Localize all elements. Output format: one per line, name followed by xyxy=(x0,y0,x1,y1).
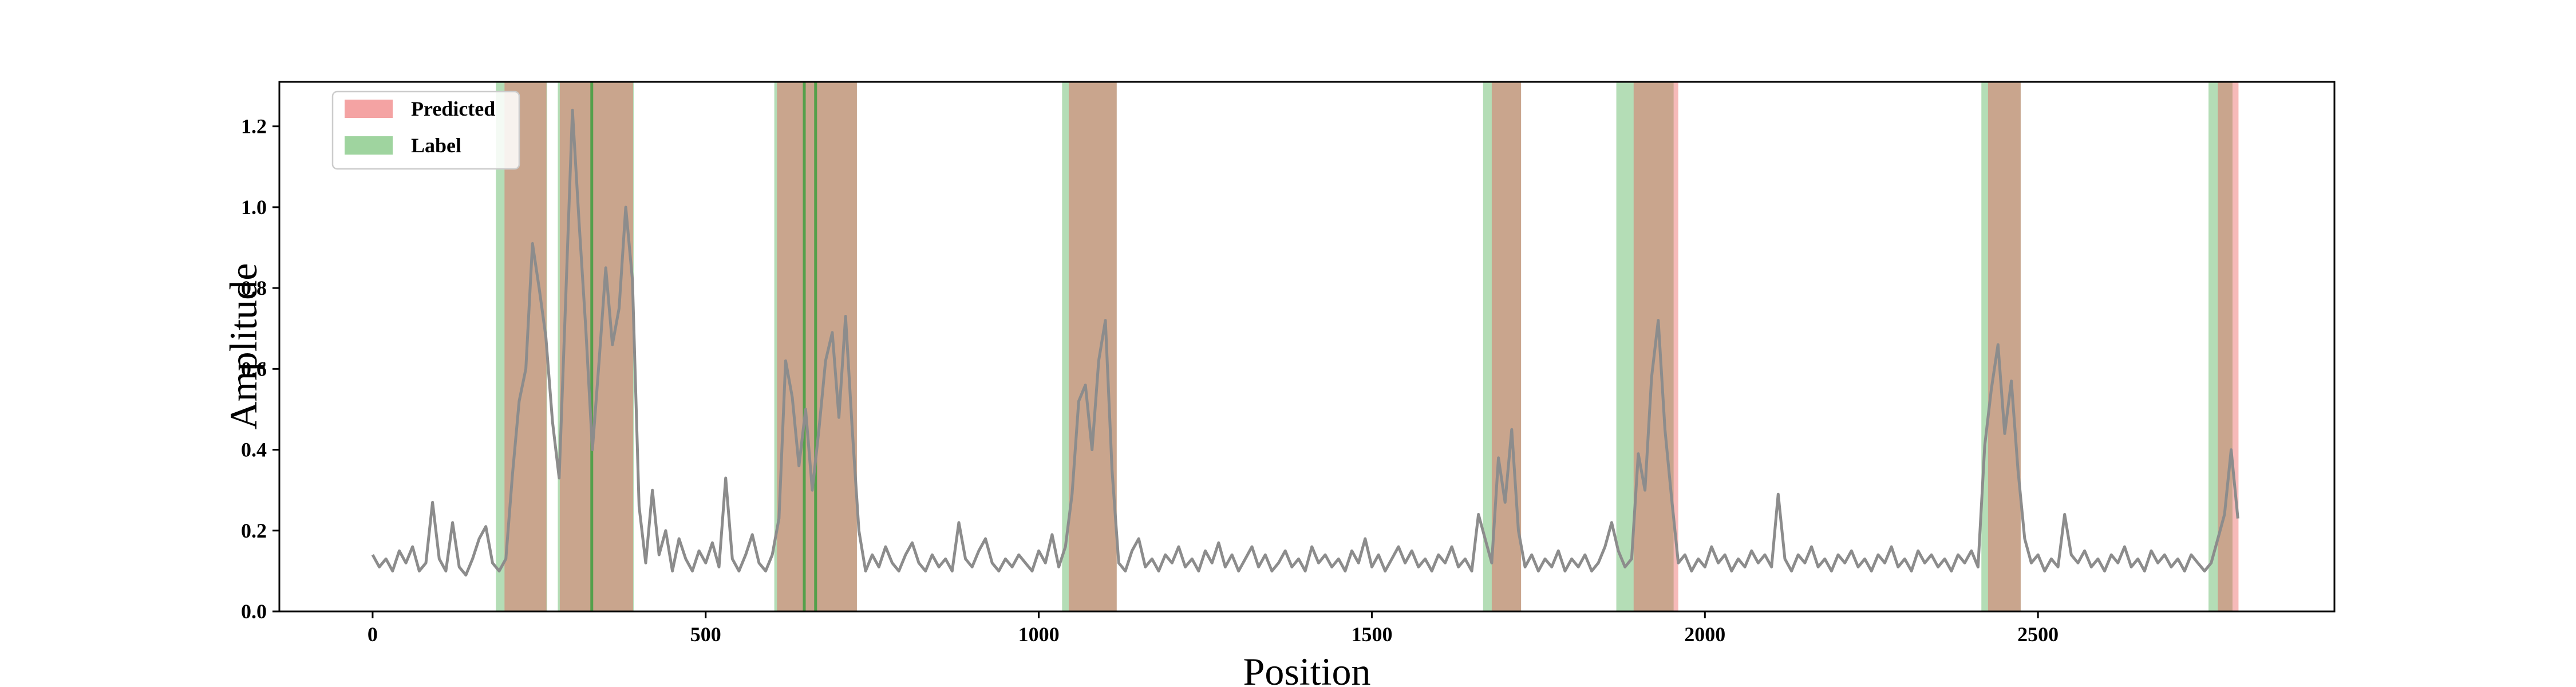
y-tick-label: 1.2 xyxy=(241,115,267,138)
label-region xyxy=(2208,82,2233,611)
highlight-regions xyxy=(496,82,2239,611)
predicted-region xyxy=(559,82,633,611)
label-region xyxy=(496,82,547,611)
x-tick-label: 2500 xyxy=(2017,623,2059,646)
y-tick-label: 0.6 xyxy=(241,357,267,380)
x-tick-label: 0 xyxy=(368,623,378,646)
predicted-region xyxy=(1491,82,1522,611)
predicted-region xyxy=(504,82,547,611)
x-tick-label: 1500 xyxy=(1351,623,1392,646)
label-region xyxy=(1981,82,2021,611)
predicted-region xyxy=(1988,82,2021,611)
x-axis-title: Position xyxy=(1243,650,1371,687)
y-tick-label: 0.2 xyxy=(241,519,267,542)
x-tick-label: 1000 xyxy=(1018,623,1060,646)
legend-label-predicted: Predicted xyxy=(411,97,495,120)
y-tick-label: 0.0 xyxy=(241,600,267,623)
plot-background xyxy=(279,82,2334,611)
y-tick-label: 0.8 xyxy=(241,277,267,299)
label-region xyxy=(1616,82,1674,611)
legend-swatch-label xyxy=(345,136,393,155)
legend-swatch-predicted xyxy=(345,100,393,118)
predicted-region xyxy=(1068,82,1117,611)
y-axis-title: Amplitude xyxy=(222,263,265,430)
label-region xyxy=(1483,82,1522,611)
y-tick-label: 1.0 xyxy=(241,196,267,219)
legend-label-label: Label xyxy=(411,134,461,157)
y-axis-ticks: 0.0 0.2 0.4 0.6 0.8 1.0 1.2 xyxy=(241,115,279,623)
plot-frame xyxy=(278,81,2336,613)
legend: Predicted Label xyxy=(331,90,520,170)
y-tick-label: 0.4 xyxy=(241,439,267,461)
x-tick-label: 500 xyxy=(690,623,721,646)
x-axis-ticks: 0 500 1000 1500 2000 2500 xyxy=(368,611,2059,646)
x-tick-label: 2000 xyxy=(1684,623,1725,646)
series-line xyxy=(371,108,2239,577)
series-layer xyxy=(371,108,2239,577)
